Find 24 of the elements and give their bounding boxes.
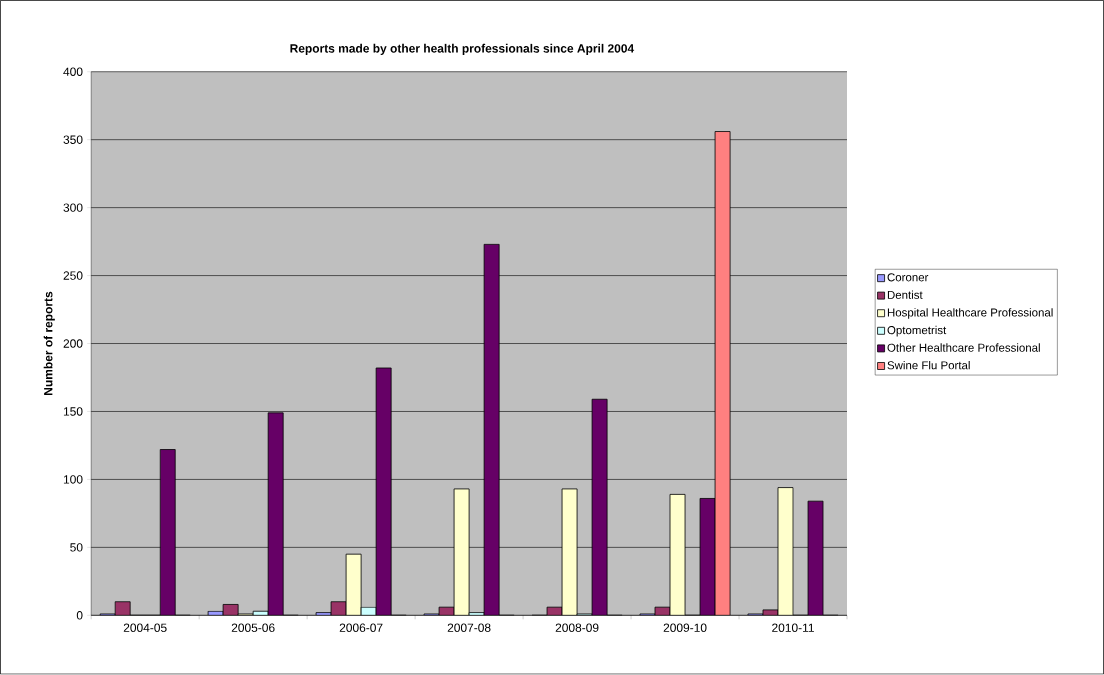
y-tick-label: 400 <box>63 67 83 77</box>
x-tick-label: 2006-07 <box>339 623 383 633</box>
y-tick-label: 50 <box>70 543 83 552</box>
x-tick-label: 2007-08 <box>447 623 491 633</box>
y-tick-label: 250 <box>63 271 83 281</box>
x-tick-label: 2005-06 <box>231 623 275 633</box>
x-tick-label: 2004-05 <box>123 623 167 633</box>
y-tick-label: 150 <box>63 407 83 416</box>
x-tick-label: 2010-11 <box>772 623 814 633</box>
chart-title: Reports made by other health professionals since April 2004 <box>290 44 635 56</box>
x-tick-label: 2008-09 <box>555 623 599 633</box>
legend-label: Other Healthcare Professional <box>887 343 1040 353</box>
y-tick-label: 100 <box>63 475 83 484</box>
legend-label: Dentist <box>887 290 923 300</box>
y-tick-label: 0 <box>76 611 83 620</box>
legend-label: Optometrist <box>887 325 947 337</box>
y-tick-label: 350 <box>63 135 83 145</box>
y-axis-title: Number of reports <box>43 292 55 396</box>
y-tick-label: 200 <box>63 339 83 348</box>
legend-label: Swine Flu Portal <box>887 361 970 370</box>
legend-label: Hospital Healthcare Professional <box>887 308 1053 320</box>
y-tick-label: 300 <box>63 203 83 213</box>
x-tick-label: 2009-10 <box>663 623 707 633</box>
legend-label: Coroner <box>887 273 929 282</box>
